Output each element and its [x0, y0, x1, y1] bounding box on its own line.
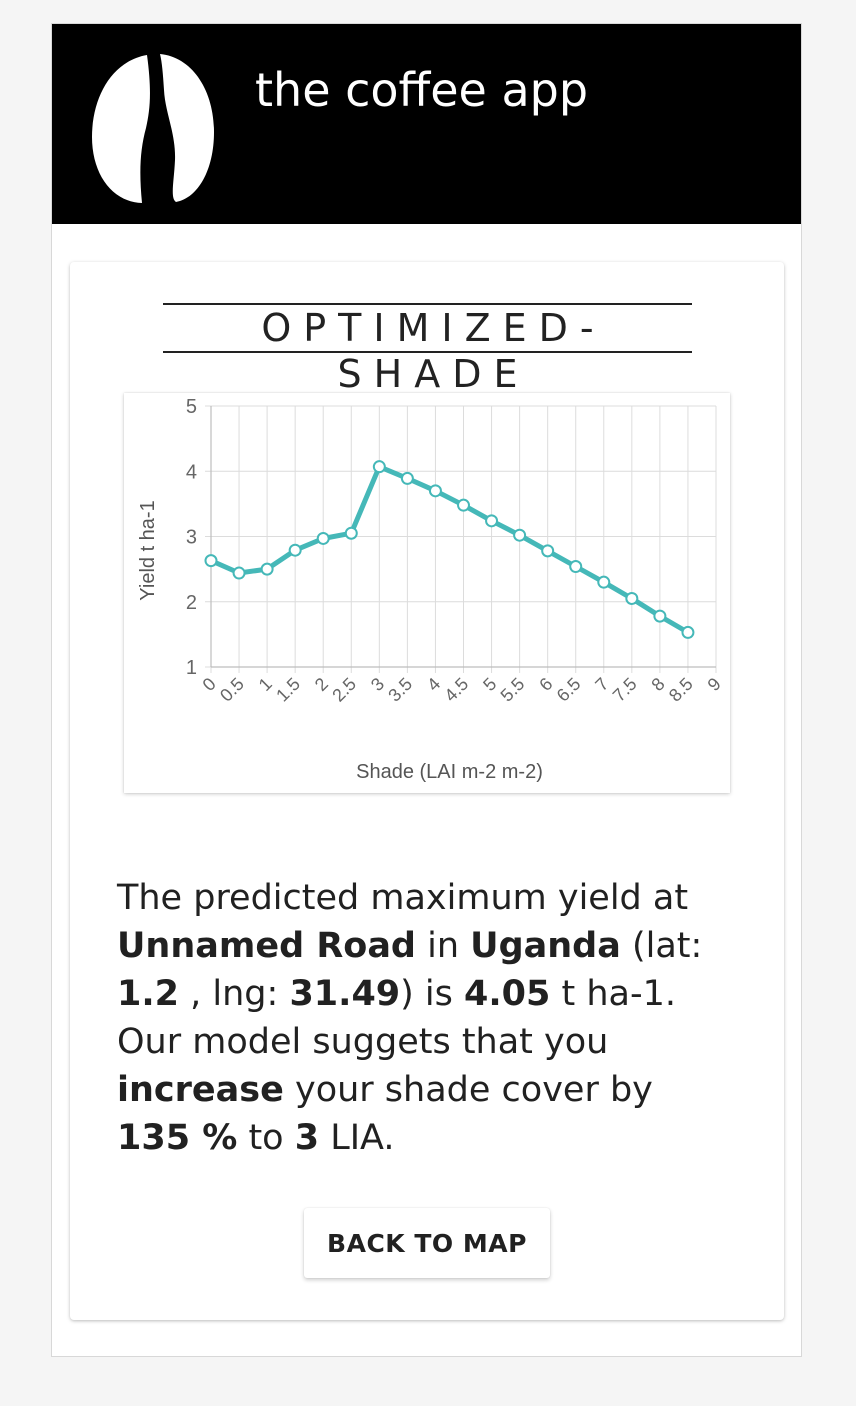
yield-data-point — [681, 625, 695, 639]
section-title: OPTIMIZED-SHADE — [163, 303, 692, 396]
summary-text: to — [237, 1118, 295, 1158]
x-tick-label: 6.5 — [553, 674, 585, 706]
yield-data-point — [428, 484, 442, 498]
y-axis-title: Yield t ha-1 — [137, 500, 159, 600]
yield-data-point — [400, 471, 414, 485]
yield-data-point — [597, 575, 611, 589]
y-tick-label: 3 — [186, 527, 197, 549]
longitude-value: 31.49 — [289, 974, 401, 1014]
x-tick-label: 4.5 — [440, 674, 472, 706]
summary-text: t ha-1. Our model suggets that you — [117, 974, 677, 1062]
yield-data-point — [457, 498, 470, 512]
yield-data-point — [513, 528, 527, 542]
summary-text: LIA. — [319, 1118, 395, 1158]
shade-change-percent: 135 % — [117, 1118, 238, 1158]
country-name: Uganda — [470, 926, 621, 966]
x-tick-label: 5.5 — [497, 674, 529, 706]
target-shade-value: 3 — [294, 1118, 320, 1158]
y-tick-label: 2 — [186, 592, 197, 614]
yield-summary: The predicted maximum yield at Unnamed R… — [117, 874, 737, 1162]
app-title: the coffee app — [255, 63, 589, 117]
x-tick-label: 9 — [704, 674, 725, 695]
y-tick-label: 4 — [186, 461, 197, 483]
max-yield-value: 4.05 — [464, 974, 551, 1014]
x-tick-label: 1.5 — [272, 674, 304, 706]
y-tick-label: 5 — [186, 396, 197, 418]
x-tick-label: 0.5 — [216, 674, 248, 706]
yield-data-point — [260, 562, 274, 576]
summary-text: (lat: — [620, 926, 703, 966]
yield-chart: 0 0.5 1 1.5 2 2.5 3 3.5 4 4.5 5 5.5 6 6.5 7 7.5 8 8.5 9 1 2 3… — [124, 393, 730, 793]
result-card: OPTIMIZED-SHADE 0 0.5 1 1.5 2 2.5 3 3.5 4 4.5 5 5.5… — [70, 262, 784, 1320]
latitude-value: 1.2 — [117, 974, 180, 1014]
yield-data-point — [232, 566, 246, 580]
yield-data-point — [344, 526, 358, 540]
summary-text: The predicted maximum yield at — [117, 878, 689, 918]
x-axis-title: Shade (LAI m-2 m-2) — [356, 761, 543, 783]
summary-text: your shade cover by — [283, 1070, 653, 1110]
app-frame: the coffee app OPTIMIZED-SHADE 0 0.5 1 1.5 2… — [51, 23, 802, 1357]
yield-chart-svg: 00.5 11.5 22.5 33.5 44.5 55.5 66.5 77.5 88.5 9123… — [137, 396, 725, 783]
yield-data-point — [653, 609, 667, 623]
shade-action: increase — [117, 1070, 284, 1110]
summary-text: in — [416, 926, 471, 966]
x-tick-label: 2.5 — [328, 674, 360, 706]
yield-data-point — [541, 544, 555, 558]
x-tick-label: 8.5 — [665, 674, 697, 706]
summary-text: ) is — [400, 974, 465, 1014]
back-to-map-button[interactable]: BACK TO MAP — [304, 1208, 550, 1278]
yield-data-point — [204, 554, 218, 568]
location-name: Unnamed Road — [117, 926, 416, 966]
yield-data-point — [625, 591, 639, 605]
yield-data-point — [569, 560, 583, 574]
yield-data-point — [485, 514, 499, 528]
yield-data-point — [372, 460, 386, 474]
yield-data-point — [288, 543, 302, 557]
yield-data-point — [316, 531, 330, 545]
y-tick-label: 1 — [186, 657, 197, 679]
app-header: the coffee app — [52, 24, 801, 224]
x-tick-label: 3.5 — [384, 674, 416, 706]
summary-text: , lng: — [179, 974, 290, 1014]
coffee-bean-icon — [92, 54, 214, 203]
x-tick-label: 7.5 — [609, 674, 641, 706]
yield-series-line — [208, 464, 691, 635]
